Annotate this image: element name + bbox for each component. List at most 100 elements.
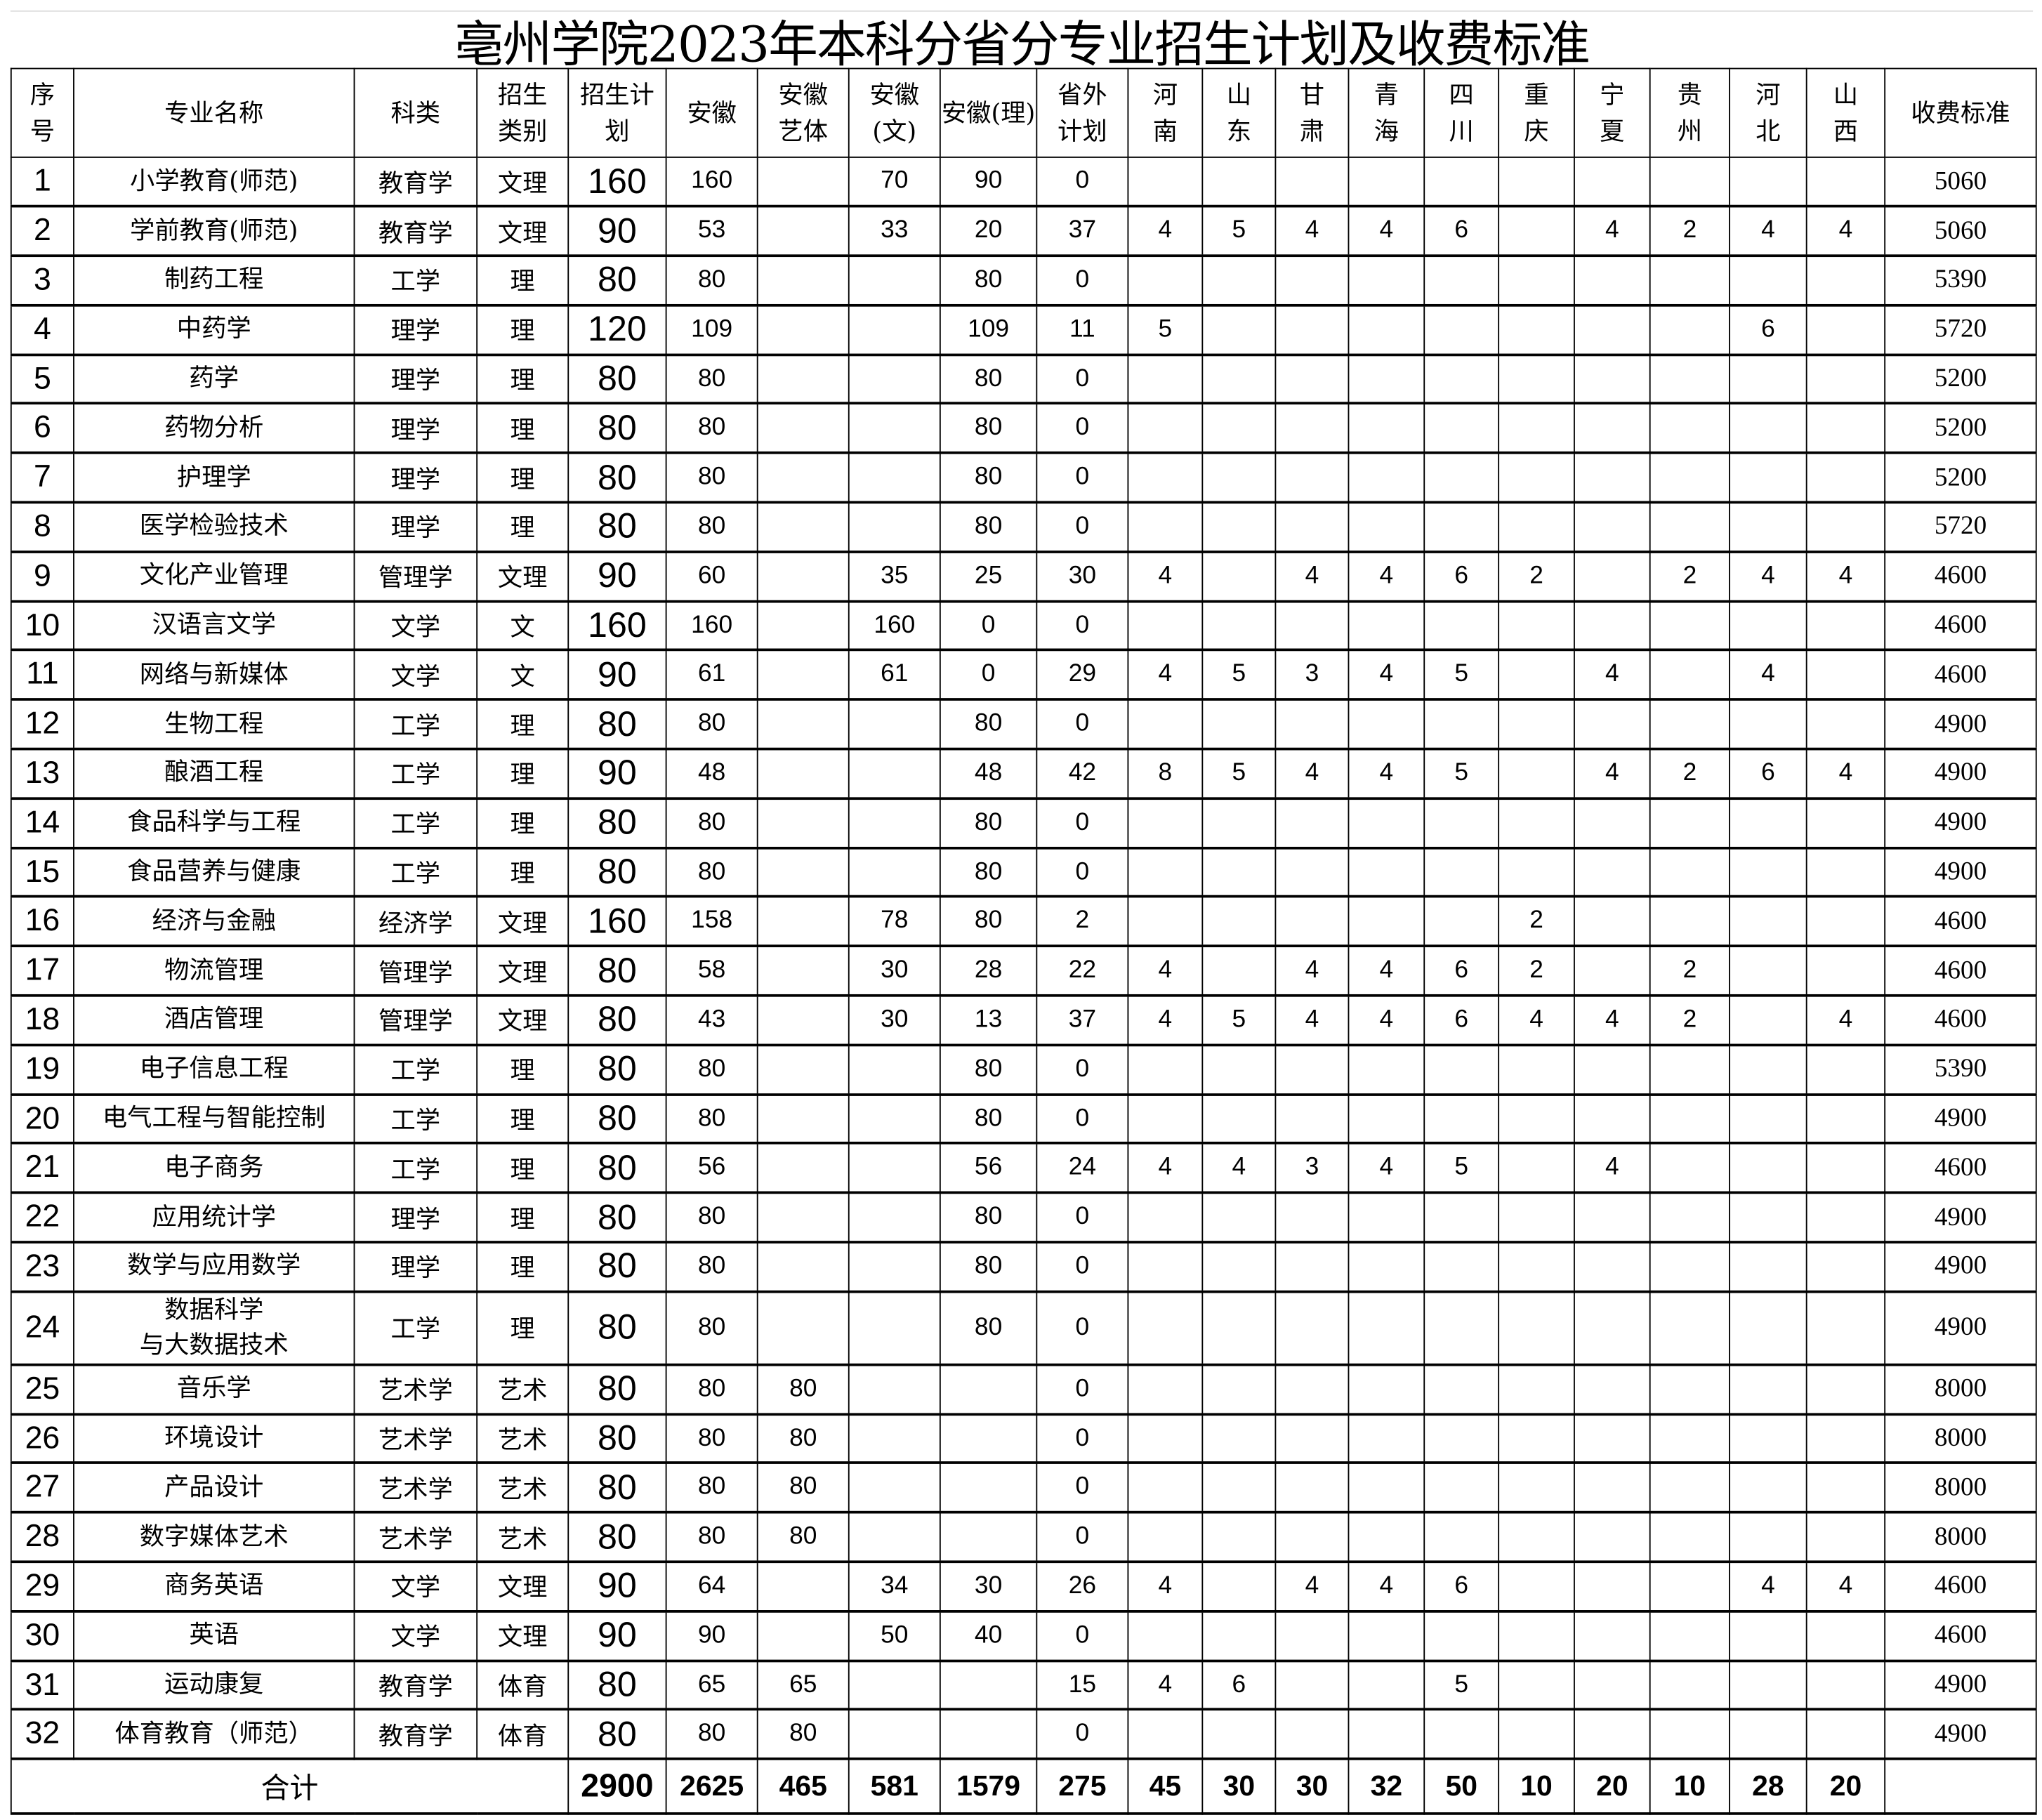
cell-discipline: 工学 [353,1291,478,1366]
cell-sichuan [1423,699,1500,750]
cell-chongqing [1498,1093,1575,1145]
cell-major-name: 中药学 [73,304,355,355]
cell-shandong: 5 [1201,206,1277,257]
cell-shanxi [1805,156,1886,208]
cell-henan [1127,1413,1204,1464]
cell-discipline: 教育学 [353,206,478,257]
cell-gansu [1274,156,1350,208]
cell-shandong [1201,1561,1277,1612]
header-major-name: 专业名称 [73,67,355,158]
cell-seq: 31 [10,1659,74,1710]
cell-qinghai: 4 [1348,748,1425,799]
cell-anhui: 80 [665,1462,758,1513]
header-hebei: 河北 [1729,67,1807,158]
cell-anhui-wen [848,1093,941,1145]
cell-anhui-wen [848,1192,941,1243]
cell-henan [1127,255,1204,306]
cell-discipline: 管理学 [353,994,478,1046]
cell-seq: 14 [10,798,74,849]
cell-fee: 4600 [1884,649,2037,701]
cell-shandong [1201,1192,1277,1243]
cell-anhui-li [939,1413,1038,1464]
cell-shandong [1201,1241,1277,1293]
cell-plan: 90 [567,748,667,799]
cell-category: 理 [476,403,569,454]
cell-anhui-art-sport [756,550,850,602]
cell-guizhou [1649,1659,1731,1710]
cell-sichuan [1423,1709,1500,1760]
cell-plan: 80 [567,994,667,1046]
cell-shandong [1201,1610,1277,1661]
cell-anhui-li: 80 [939,1192,1038,1243]
cell-seq: 2 [10,206,74,257]
cell-sichuan [1423,1044,1500,1095]
table-row: 13 酿酒工程 工学理 90 48 48 42 8 5 4 4 5 4 2 6 4 4900 [10,748,2037,799]
cell-anhui-wen [848,798,941,849]
cell-anhui-li: 40 [939,1610,1038,1661]
table-row: 25 音乐学 艺术学 艺术 80 80 80 0 8000 [10,1364,2037,1415]
cell-seq: 27 [10,1462,74,1513]
cell-out-of-province: 0 [1036,403,1129,454]
cell-anhui-wen: 30 [848,994,941,1046]
cell-henan [1127,1192,1204,1243]
table-row: 30 英语 文学 文理 90 90 50 40 0 4600 [10,1610,2037,1661]
cell-ningxia [1574,156,1651,208]
cell-discipline: 教育学 [353,1659,478,1710]
cell-plan: 80 [567,452,667,503]
cell-qinghai [1348,1093,1425,1145]
cell-guizhou [1649,1462,1731,1513]
cell-ningxia [1574,1561,1651,1612]
cell-out-of-province: 0 [1036,452,1129,503]
cell-plan: 80 [567,945,667,996]
cell-henan: 4 [1127,994,1204,1046]
cell-ningxia [1574,798,1651,849]
table-row: 26 环境设计 艺术学 艺术 80 80 80 0 8000 [10,1413,2037,1464]
cell-guizhou [1649,1364,1731,1415]
cell-anhui: 80 [665,1709,758,1760]
cell-anhui-li: 109 [939,304,1038,355]
cell-ningxia: 4 [1574,748,1651,799]
cell-out-of-province: 22 [1036,945,1129,996]
cell-gansu [1274,403,1350,454]
cell-anhui: 80 [665,353,758,405]
cell-ningxia [1574,501,1651,553]
cell-qinghai: 4 [1348,206,1425,257]
cell-sichuan: 6 [1423,206,1500,257]
cell-fee: 8000 [1884,1413,2037,1464]
cell-out-of-province: 42 [1036,748,1129,799]
cell-anhui-wen [848,1044,941,1095]
cell-hebei: 4 [1729,1561,1807,1612]
cell-plan: 80 [567,1241,667,1293]
cell-gansu [1274,1709,1350,1760]
cell-anhui-wen [848,353,941,405]
cell-guizhou [1649,353,1731,405]
cell-gansu [1274,1093,1350,1145]
cell-anhui-art-sport [756,896,850,947]
table-row: 16 经济与金融 经济学 文理 160 158 78 80 2 2 4600 [10,896,2037,947]
cell-anhui-art-sport [756,501,850,553]
table-row: 23 数学与应用数学 理学理 80 80 80 0 4900 [10,1241,2037,1293]
cell-shanxi [1805,304,1886,355]
cell-discipline: 理学 [353,403,478,454]
cell-seq: 10 [10,600,74,652]
cell-ningxia: 4 [1574,994,1651,1046]
cell-ningxia [1574,1610,1651,1661]
cell-chongqing [1498,255,1575,306]
cell-hebei: 4 [1729,649,1807,701]
cell-major-name: 学前教育(师范) [73,206,355,257]
cell-fee: 5200 [1884,353,2037,405]
cell-category: 理 [476,798,569,849]
cell-anhui-art-sport: 80 [756,1709,850,1760]
cell-gansu [1274,304,1350,355]
total-shanxi: 20 [1805,1758,1886,1815]
cell-anhui-li: 80 [939,798,1038,849]
cell-qinghai [1348,1512,1425,1563]
cell-hebei [1729,994,1807,1046]
cell-chongqing: 4 [1498,994,1575,1046]
cell-category: 文 [476,649,569,701]
cell-out-of-province: 0 [1036,1462,1129,1513]
cell-ningxia [1574,699,1651,750]
cell-shanxi [1805,896,1886,947]
cell-guizhou [1649,896,1731,947]
